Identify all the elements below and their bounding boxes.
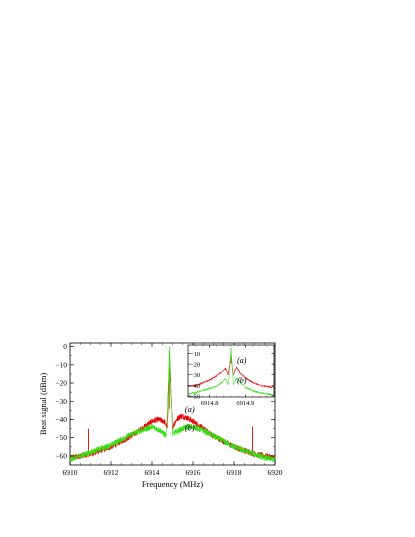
main-x-axis: 6910 6912 6914 6916 6918 6920 [63,343,283,477]
inset-annotations: (a) (b) [237,356,247,385]
inset-series-layer [188,347,274,396]
series-annotation: (b) [237,376,247,385]
x-tick-label: 6912 [104,468,119,477]
x-tick-label: 6918 [227,468,242,477]
y-tick-label: −10 [55,360,67,369]
x-tick-label: 6914 [145,468,160,477]
inset-plot: 6914.8 6914.9 −10 −20 −30 −40 −50 (a) (b) [187,344,275,407]
y-tick-label: −30 [55,397,67,406]
inset-trace-b [188,347,274,396]
y-tick-label: −50 [190,393,200,400]
y-axis-title: Beat signal (dBm) [38,373,48,435]
y-tick-label: −30 [190,372,200,379]
y-tick-label: −20 [55,379,67,388]
x-tick-label: 6920 [268,468,283,477]
series-annotation: (a) [185,404,195,414]
y-tick-label: −50 [55,433,67,442]
y-tick-label: −60 [55,451,67,460]
x-tick-label: 6914.9 [236,400,254,407]
main-trace-b [70,350,275,463]
x-axis-title: Frequency (MHz) [142,479,203,489]
y-tick-label: −40 [55,415,67,424]
main-series-b [70,346,275,463]
y-tick-label: −40 [190,383,200,390]
x-tick-label: 6910 [63,468,78,477]
inset-x-axis: 6914.8 6914.9 [187,345,275,407]
x-tick-label: 6914.8 [201,400,219,407]
series-annotation: (b) [185,422,195,432]
main-annotations: (a) (b) [185,404,195,432]
y-tick-label: −10 [190,351,200,358]
y-tick-label: −20 [190,362,200,369]
y-tick-label: 0 [63,342,67,351]
main-series-layer [70,346,275,463]
main-plot: 6910 6912 6914 6916 6918 6920 0 −10 −20 −30 −40 −5… [38,342,283,489]
series-annotation: (a) [237,356,247,365]
inset-series-b [188,347,274,396]
inset-y-axis: −10 −20 −30 −40 −50 [188,351,274,400]
x-tick-label: 6916 [186,468,201,477]
